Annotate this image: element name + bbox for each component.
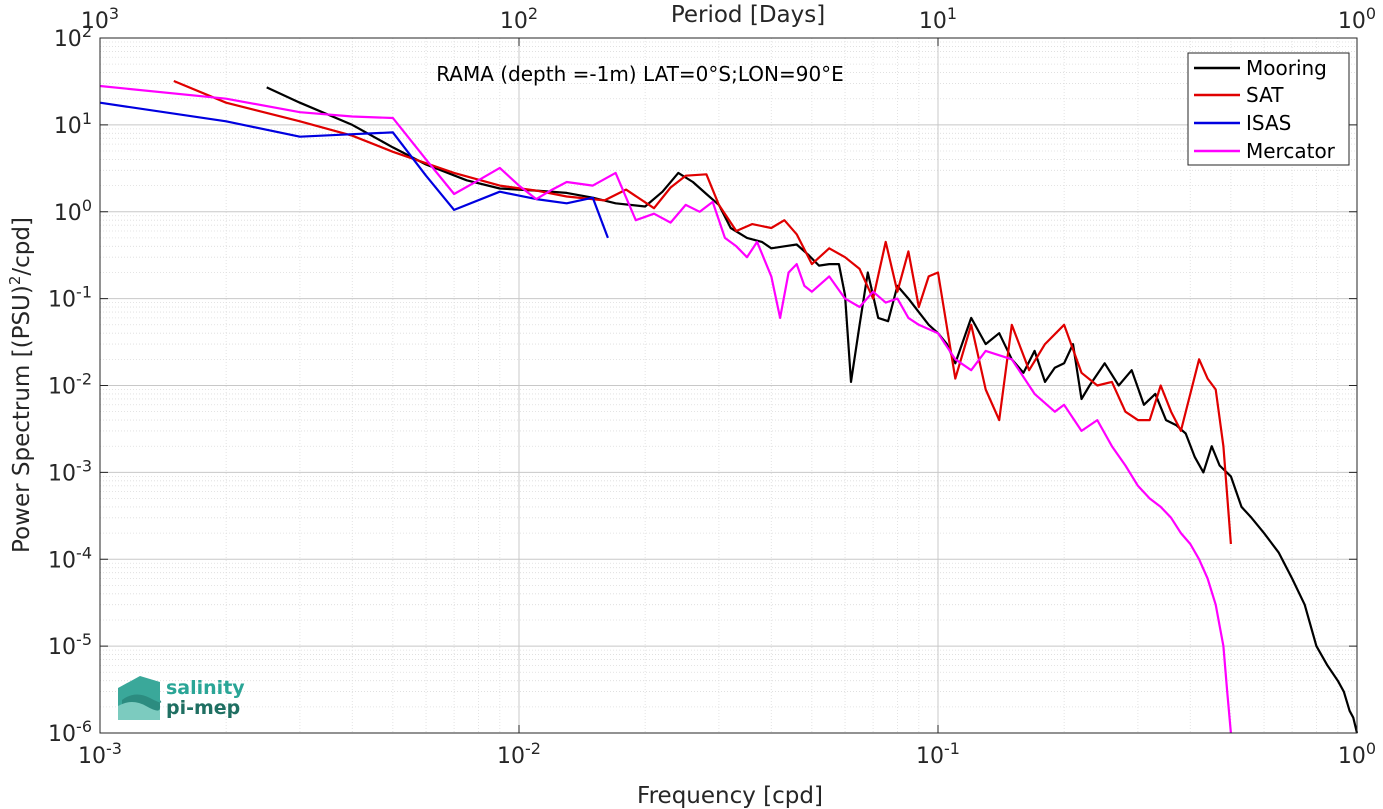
y-axis-label-tail: /cpd]: [9, 217, 35, 276]
major-grid: [99, 37, 1358, 734]
y-axis-label-sup: 2: [6, 276, 24, 286]
legend-label-mercator: Mercator: [1246, 139, 1336, 163]
x-tick-label: 100: [1338, 739, 1376, 770]
top-axis-label: Period [Days]: [671, 2, 825, 28]
legend-label-mooring: Mooring: [1246, 56, 1327, 80]
logo-waves-icon: [118, 676, 162, 720]
top-tick-label: 100: [1338, 4, 1376, 35]
y-tick-label: 102: [54, 22, 92, 53]
y-tick-label: 10-1: [48, 282, 92, 313]
legend-label-isas: ISAS: [1246, 111, 1291, 135]
y-tick-label: 10-4: [48, 543, 92, 574]
legend: Mooring SAT ISAS Mercator: [1187, 52, 1350, 166]
y-tick-label: 100: [54, 195, 92, 226]
ticks-layer: [99, 37, 1358, 734]
logo-text-pi-mep: pi-mep: [166, 697, 240, 719]
top-tick-label: 102: [500, 4, 538, 35]
legend-label-sat: SAT: [1246, 83, 1284, 107]
top-tick-label: 101: [919, 4, 957, 35]
series-line-mercator: [99, 84, 1232, 734]
y-axis-label-main: Power Spectrum [(PSU): [9, 285, 35, 553]
salinity-pi-mep-logo: salinity pi-mep: [118, 676, 245, 720]
x-tick-label: 10-3: [78, 739, 122, 770]
top-tick-label: 103: [81, 4, 119, 35]
x-tick-label: 10-1: [916, 739, 960, 770]
y-tick-label: 101: [54, 108, 92, 139]
series-line-sat: [173, 79, 1232, 545]
x-tick-label: 10-2: [497, 739, 541, 770]
series-line-isas: [99, 101, 609, 239]
y-tick-label: 10-2: [48, 369, 92, 400]
logo-text-salinity: salinity: [166, 677, 245, 699]
x-axis-label: Frequency [cpd]: [637, 783, 823, 809]
legend-box: [1187, 52, 1350, 166]
y-tick-label: 10-3: [48, 456, 92, 487]
series-layer: [99, 79, 1359, 734]
annotation: RAMA (depth =-1m) LAT=0°S;LON=90°E: [436, 62, 844, 86]
minor-grid: [100, 38, 1357, 733]
y-tick-label: 10-6: [48, 717, 92, 748]
y-tick-label: 10-5: [48, 630, 92, 661]
y-axis-label: Power Spectrum [(PSU)2/cpd]: [6, 217, 35, 553]
